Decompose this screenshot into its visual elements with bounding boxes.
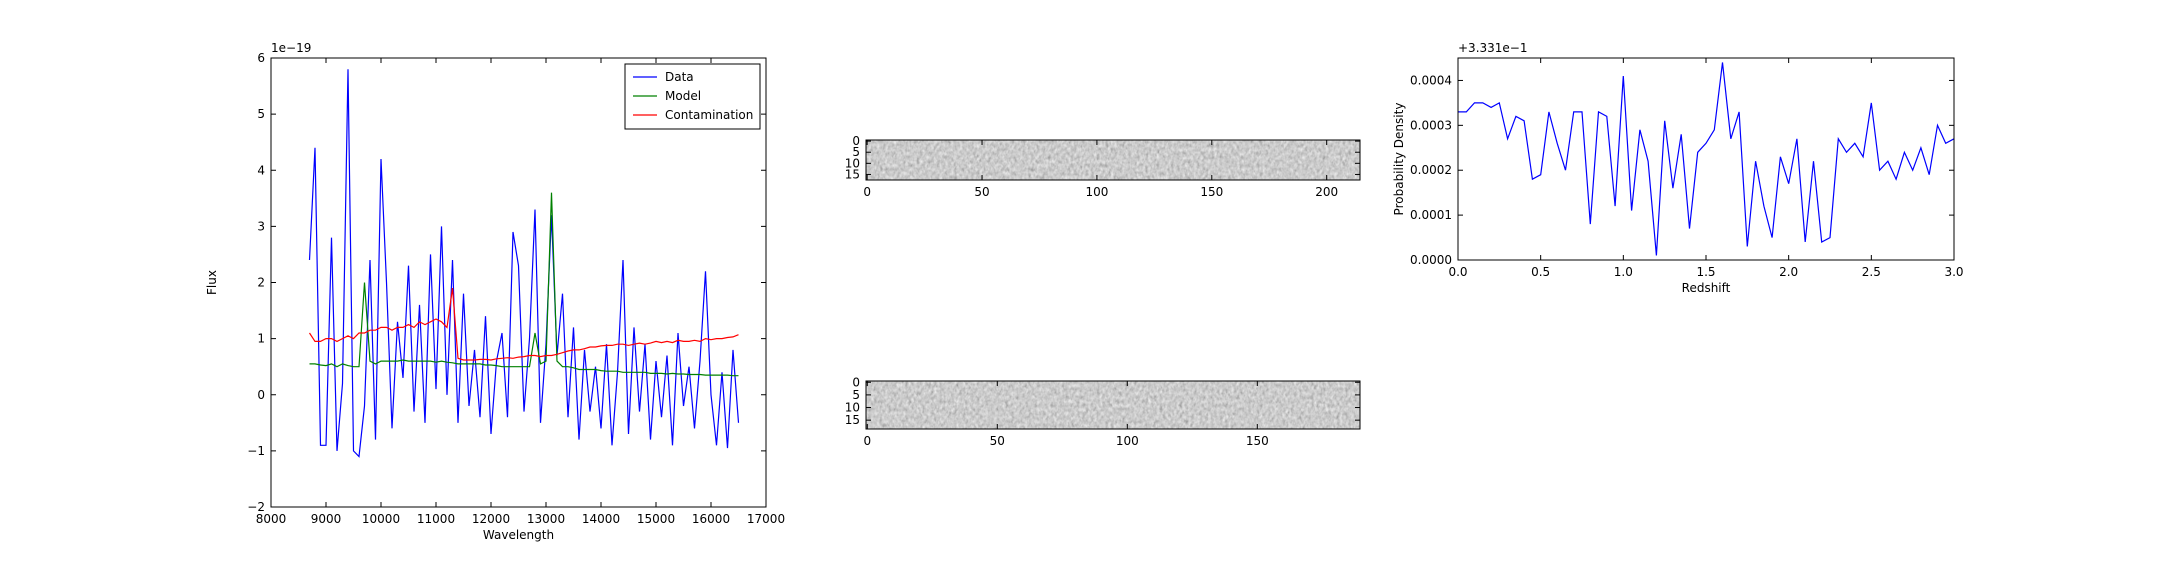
y-tick-label: 15 — [845, 167, 860, 181]
spectrum-image — [866, 381, 1360, 429]
x-tick-label: 10000 — [362, 512, 400, 526]
x-tick-label: 8000 — [256, 512, 287, 526]
y-tick-label: 5 — [852, 388, 860, 402]
y-tick-label: 10 — [845, 156, 860, 170]
x-tick-label: 150 — [1200, 185, 1223, 199]
y-tick-label: 6 — [257, 51, 265, 65]
offset-text: +3.331e−1 — [1458, 41, 1527, 55]
legend-label: Contamination — [665, 108, 753, 122]
series-line — [308, 288, 739, 361]
x-tick-label: 200 — [1315, 185, 1338, 199]
y-tick-label: 10 — [845, 401, 860, 415]
y-tick-label: 0.0000 — [1410, 253, 1452, 267]
x-tick-label: 0.5 — [1531, 265, 1550, 279]
y-tick-label: −1 — [247, 444, 265, 458]
y-tick-label: −2 — [247, 500, 265, 514]
spectrum-image — [866, 140, 1360, 180]
x-tick-label: 9000 — [311, 512, 342, 526]
x-tick-label: 17000 — [747, 512, 785, 526]
y-tick-label: 0.0004 — [1410, 73, 1452, 87]
y-axis-label: Probability Density — [1392, 103, 1406, 216]
chart-panel: 0.0 0.5 1.0 1.5 2.0 2.5 3.0 0.0000 0.0001 0.0002 0… — [1392, 41, 1964, 295]
legend-label: Model — [665, 89, 701, 103]
y-tick-label: 3 — [257, 219, 265, 233]
x-axis-label: Wavelength — [483, 528, 554, 542]
series-line — [1458, 62, 1955, 256]
y-tick-label: 0.0001 — [1410, 208, 1452, 222]
x-tick-label: 50 — [974, 185, 989, 199]
y-tick-label: 0.0003 — [1410, 118, 1452, 132]
axes-frame — [1457, 57, 1955, 261]
y-tick-label: 4 — [257, 163, 265, 177]
offset-text: 1e−19 — [271, 41, 311, 55]
x-tick-label: 2.0 — [1779, 265, 1798, 279]
x-tick-label: 50 — [990, 434, 1005, 448]
axes-frame — [865, 139, 1361, 181]
x-tick-label: 15000 — [637, 512, 675, 526]
x-tick-label: 14000 — [582, 512, 620, 526]
y-tick-label: 0 — [852, 134, 860, 148]
axes-frame — [865, 380, 1361, 430]
x-tick-label: 1.0 — [1614, 265, 1633, 279]
series-line — [309, 192, 739, 377]
y-tick-label: 1 — [257, 332, 265, 346]
y-tick-label: 15 — [845, 413, 860, 427]
x-tick-label: 0 — [863, 434, 871, 448]
legend-label: Data — [665, 70, 694, 84]
x-tick-label: 100 — [1116, 434, 1139, 448]
y-tick-label: 2 — [257, 276, 265, 290]
x-tick-label: 12000 — [472, 512, 510, 526]
x-tick-label: 13000 — [527, 512, 565, 526]
x-tick-label: 0 — [863, 185, 871, 199]
x-axis-label: Redshift — [1682, 281, 1731, 295]
x-tick-label: 0.0 — [1448, 265, 1467, 279]
y-tick-label: 0.0002 — [1410, 163, 1452, 177]
y-tick-label: 5 — [852, 145, 860, 159]
y-tick-label: 0 — [852, 375, 860, 389]
x-tick-label: 16000 — [692, 512, 730, 526]
series-line — [308, 69, 740, 458]
y-tick-label: 0 — [257, 388, 265, 402]
chart-panel: 8000 9000 10000 11000 12000 13000 14000 15000 16… — [205, 41, 785, 542]
x-tick-label: 11000 — [417, 512, 455, 526]
y-tick-label: 5 — [257, 107, 265, 121]
x-tick-label: 3.0 — [1944, 265, 1963, 279]
x-tick-label: 100 — [1085, 185, 1108, 199]
y-axis-label: Flux — [205, 270, 219, 295]
x-tick-label: 2.5 — [1862, 265, 1881, 279]
x-tick-label: 1.5 — [1696, 265, 1715, 279]
x-tick-label: 150 — [1246, 434, 1269, 448]
